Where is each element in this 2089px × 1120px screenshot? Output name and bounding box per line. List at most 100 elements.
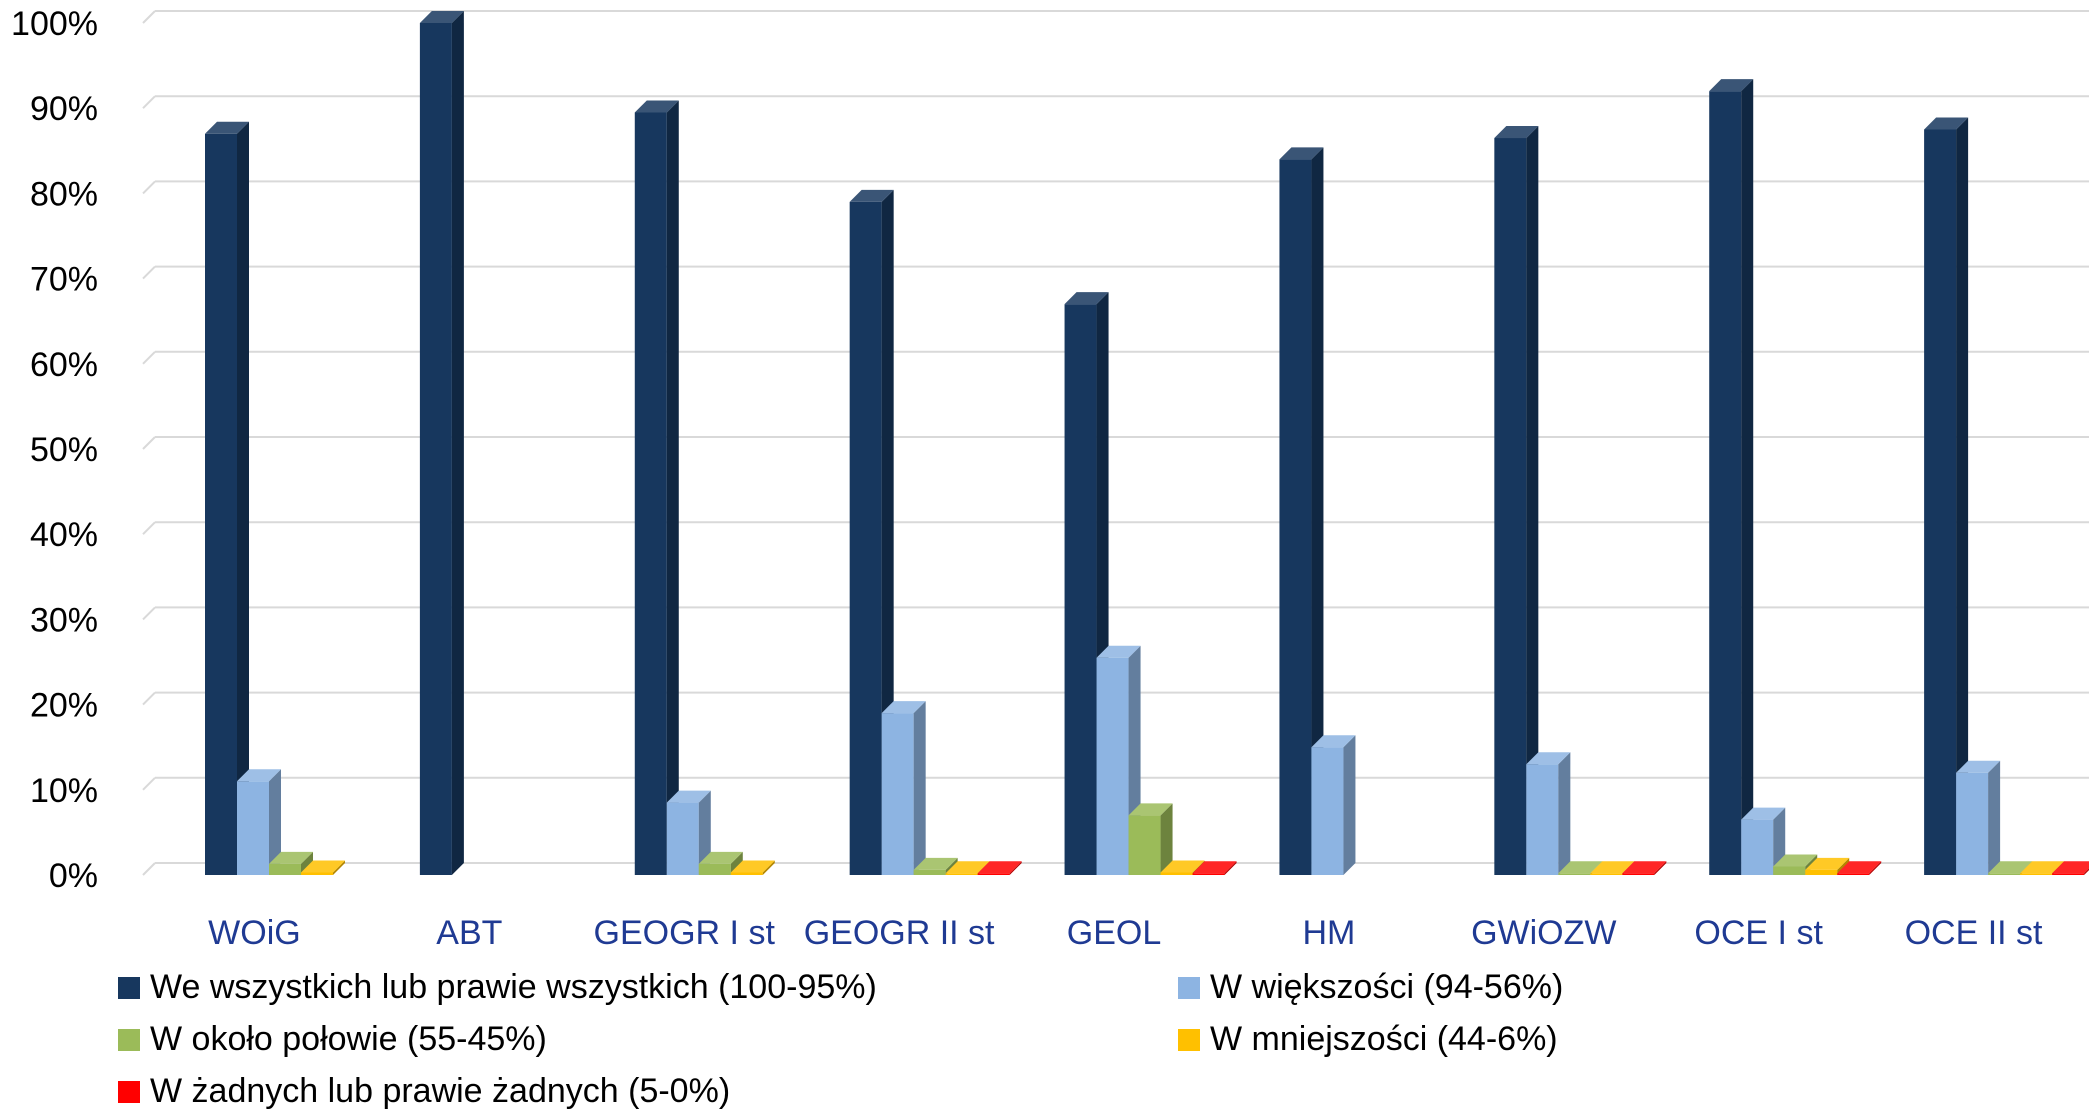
- y-tick-label: 80%: [30, 175, 98, 213]
- bar-side: [1741, 79, 1754, 875]
- y-tick-label: 0%: [49, 857, 98, 895]
- bar-side: [301, 851, 313, 875]
- bar-top: [881, 701, 926, 714]
- y-tick-label: 50%: [30, 431, 98, 469]
- bar-top: [1773, 854, 1818, 867]
- bar-front: [1279, 159, 1312, 875]
- bar-front: [1988, 873, 2021, 875]
- bar-top: [977, 861, 1022, 874]
- bar-top: [205, 121, 249, 134]
- bar-front: [1096, 657, 1129, 875]
- bar-top: [1956, 760, 2001, 773]
- bar-front: [1311, 747, 1344, 875]
- x-tick-label: OCE I st: [1694, 914, 1823, 952]
- legend-item: We wszystkich lub prawie wszystkich (100…: [118, 968, 877, 1007]
- bar-front: [1160, 872, 1193, 875]
- bar: [1924, 117, 1969, 875]
- bar-side: [666, 100, 679, 875]
- bar-top: [1128, 803, 1173, 816]
- legend-item: W mniejszości (44-6%): [1178, 1020, 1558, 1059]
- bar: [1622, 861, 1667, 875]
- gridline-depth: [142, 436, 156, 450]
- bar-top: [730, 860, 775, 873]
- x-tick-label: HM: [1302, 914, 1355, 952]
- bar-front: [698, 863, 731, 875]
- x-tick-label: GEOGR II st: [804, 914, 995, 952]
- bar-front: [237, 781, 269, 875]
- bar-front: [1590, 873, 1623, 875]
- bar: [1192, 861, 1237, 875]
- bar-top: [913, 857, 958, 870]
- bar-top: [1096, 645, 1141, 658]
- bar: [419, 11, 464, 875]
- bar-front: [1773, 866, 1806, 875]
- bar-top: [2052, 861, 2089, 874]
- bar-front: [1837, 873, 1870, 875]
- y-tick-label: 70%: [30, 261, 98, 299]
- legend-swatch: [1178, 976, 1200, 999]
- bar: [1311, 735, 1356, 875]
- bar: [301, 860, 345, 875]
- bar-top: [1741, 807, 1786, 820]
- legend-label: W większości (94-56%): [1210, 968, 1564, 1006]
- bar-top: [698, 851, 743, 864]
- bar: [634, 100, 679, 875]
- bar: [730, 860, 775, 875]
- bar: [237, 769, 281, 875]
- bar-top: [2020, 861, 2065, 874]
- bar-front: [1956, 772, 1989, 875]
- bar-side: [1343, 735, 1356, 875]
- bar-side: [333, 860, 345, 875]
- x-tick-label: OCE II st: [1905, 914, 2043, 952]
- bar: [1837, 861, 1882, 875]
- bar-side: [1558, 752, 1571, 875]
- bar-side: [2084, 868, 2089, 875]
- bar-top: [1590, 861, 1635, 874]
- bar-front: [1526, 764, 1559, 875]
- bar-side: [451, 11, 464, 875]
- legend-label: W mniejszości (44-6%): [1210, 1020, 1558, 1058]
- bar-side: [762, 860, 775, 875]
- y-tick-label: 90%: [30, 90, 98, 128]
- legend-item: W około połowie (55-45%): [118, 1020, 547, 1059]
- bar-top: [666, 790, 711, 803]
- bar-top: [419, 11, 464, 23]
- bar-front: [1128, 815, 1161, 875]
- legend-swatch: [118, 1080, 140, 1103]
- bar-side: [1988, 760, 2001, 875]
- bar-front: [1558, 873, 1591, 875]
- bar-side: [1869, 861, 1882, 875]
- bar-top: [1837, 861, 1882, 874]
- bar-top: [1494, 126, 1539, 139]
- bar: [881, 701, 926, 875]
- bar-front: [2052, 873, 2085, 875]
- bar-front: [849, 201, 882, 876]
- bar-top: [269, 851, 313, 864]
- bar-top: [849, 189, 894, 202]
- bar-top: [1988, 861, 2033, 874]
- bar-front: [634, 112, 667, 875]
- bar-front: [730, 872, 763, 875]
- bar-top: [634, 100, 679, 113]
- bar: [205, 121, 249, 875]
- bar-front: [1741, 819, 1774, 875]
- bar-front: [419, 23, 452, 875]
- bar: [1709, 79, 1754, 875]
- bar-side: [1956, 117, 1969, 875]
- legend-label: W żadnych lub prawie żadnych (5-0%): [150, 1072, 731, 1110]
- bar-top: [301, 860, 345, 873]
- bar-front: [1709, 91, 1742, 875]
- bar-side: [730, 851, 743, 875]
- bar-front: [1805, 869, 1838, 875]
- bar-side: [698, 790, 711, 875]
- bar: [1128, 803, 1173, 875]
- x-tick-label: GEOGR I st: [594, 914, 776, 952]
- bar-side: [1526, 126, 1539, 875]
- y-tick-label: 30%: [30, 601, 98, 639]
- bar-chart: 0% 10% 20% 30% 40% 50% 60% 70% 80% 90% 100% WOiG AB…: [11, 5, 2089, 952]
- bar: [269, 851, 313, 875]
- y-tick-label: 60%: [30, 346, 98, 384]
- bar-front: [269, 863, 301, 875]
- y-tick-label: 100%: [11, 5, 98, 43]
- bar: [1956, 760, 2001, 875]
